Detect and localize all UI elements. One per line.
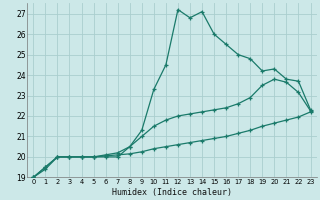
- X-axis label: Humidex (Indice chaleur): Humidex (Indice chaleur): [112, 188, 232, 197]
